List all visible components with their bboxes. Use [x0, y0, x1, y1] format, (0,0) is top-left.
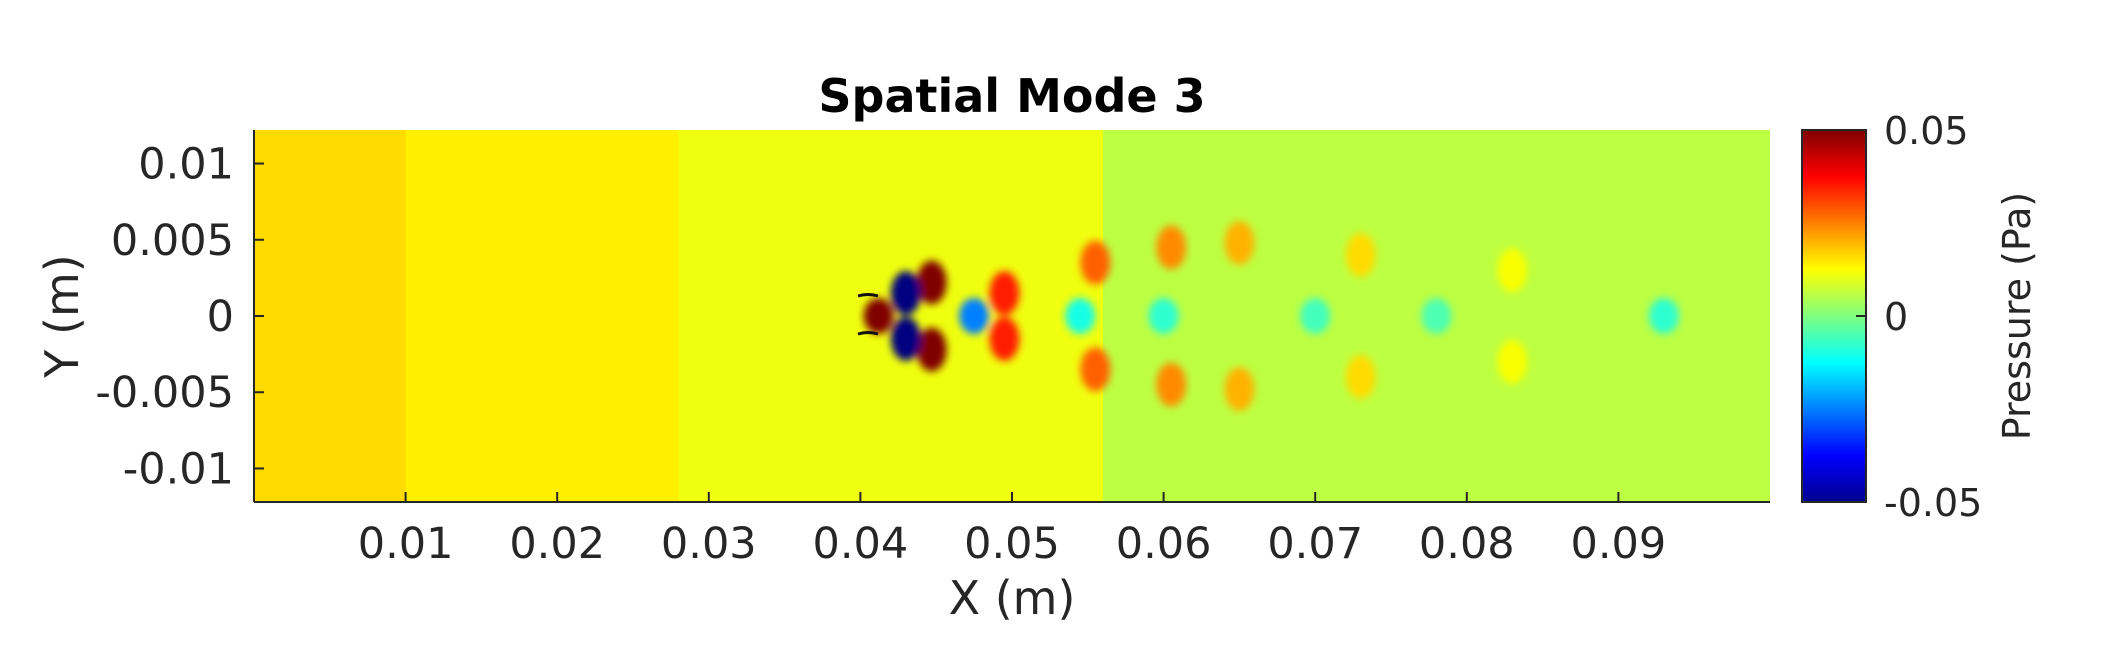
pressure-feature	[989, 271, 1020, 316]
pressure-feature	[1224, 220, 1255, 265]
colorbar-tick-label: -0.05	[1884, 481, 1982, 525]
x-axis-label: X (m)	[949, 571, 1076, 625]
plot-area	[253, 130, 1770, 503]
pressure-feature	[1497, 248, 1528, 293]
y-tick-label: -0.005	[95, 368, 234, 418]
pressure-feature	[1648, 298, 1679, 334]
colorbar-gradient	[1801, 129, 1867, 503]
pressure-feature	[1300, 298, 1331, 334]
pressure-feature	[959, 298, 990, 334]
y-axis-label: Y (m)	[35, 254, 89, 378]
x-tick-label: 0.04	[813, 519, 909, 569]
pressure-band	[254, 130, 407, 502]
chart-title: Spatial Mode 3	[818, 69, 1205, 123]
pressure-feature	[1224, 367, 1255, 412]
y-axis-ticks: 0.01 0.005 0 -0.005 -0.01	[95, 140, 264, 494]
y-tick-label: 0.01	[138, 140, 234, 190]
pressure-feature	[890, 316, 921, 361]
pressure-feature	[1148, 298, 1179, 334]
x-tick-label: 0.09	[1571, 519, 1667, 569]
y-tick-label: 0	[207, 292, 234, 342]
background-bands	[254, 130, 1770, 502]
pressure-feature	[890, 271, 921, 316]
colorbar: 0.05 0 -0.05 Pressure (Pa)	[1801, 109, 2039, 525]
pressure-feature	[1497, 339, 1528, 384]
pressure-feature	[989, 316, 1020, 361]
pressure-feature	[916, 260, 947, 305]
pressure-feature	[1065, 298, 1096, 334]
pressure-feature	[1080, 347, 1111, 392]
colorbar-label: Pressure (Pa)	[1995, 192, 2039, 440]
pressure-band	[405, 130, 680, 502]
x-tick-label: 0.03	[661, 519, 757, 569]
arrow-icon	[857, 293, 879, 298]
pressure-feature	[1156, 362, 1187, 407]
flow-arrows	[857, 293, 879, 336]
pressure-feature	[1080, 240, 1111, 285]
pressure-feature	[1345, 233, 1376, 278]
y-tick-label: -0.01	[123, 444, 234, 494]
pressure-feature	[916, 327, 947, 372]
x-axis-ticks: 0.01 0.02 0.03 0.04 0.05 0.06 0.07 0.08 0.09	[358, 492, 1667, 569]
pressure-features	[863, 220, 1679, 412]
x-tick-label: 0.08	[1419, 519, 1515, 569]
x-tick-label: 0.02	[509, 519, 605, 569]
x-tick-label: 0.07	[1267, 519, 1363, 569]
x-tick-label: 0.05	[964, 519, 1060, 569]
x-tick-label: 0.06	[1116, 519, 1212, 569]
colorbar-tick-label: 0	[1884, 295, 1908, 339]
arrow-icon	[857, 331, 879, 336]
x-tick-label: 0.01	[358, 519, 454, 569]
y-tick-label: 0.005	[111, 216, 234, 266]
pressure-feature	[1421, 298, 1452, 334]
pressure-feature	[863, 298, 894, 334]
pressure-feature	[1345, 354, 1376, 399]
colorbar-ticks: 0.05 0 -0.05	[1856, 109, 1982, 525]
colorbar-tick-label: 0.05	[1884, 109, 1969, 153]
pressure-feature	[1156, 225, 1187, 270]
